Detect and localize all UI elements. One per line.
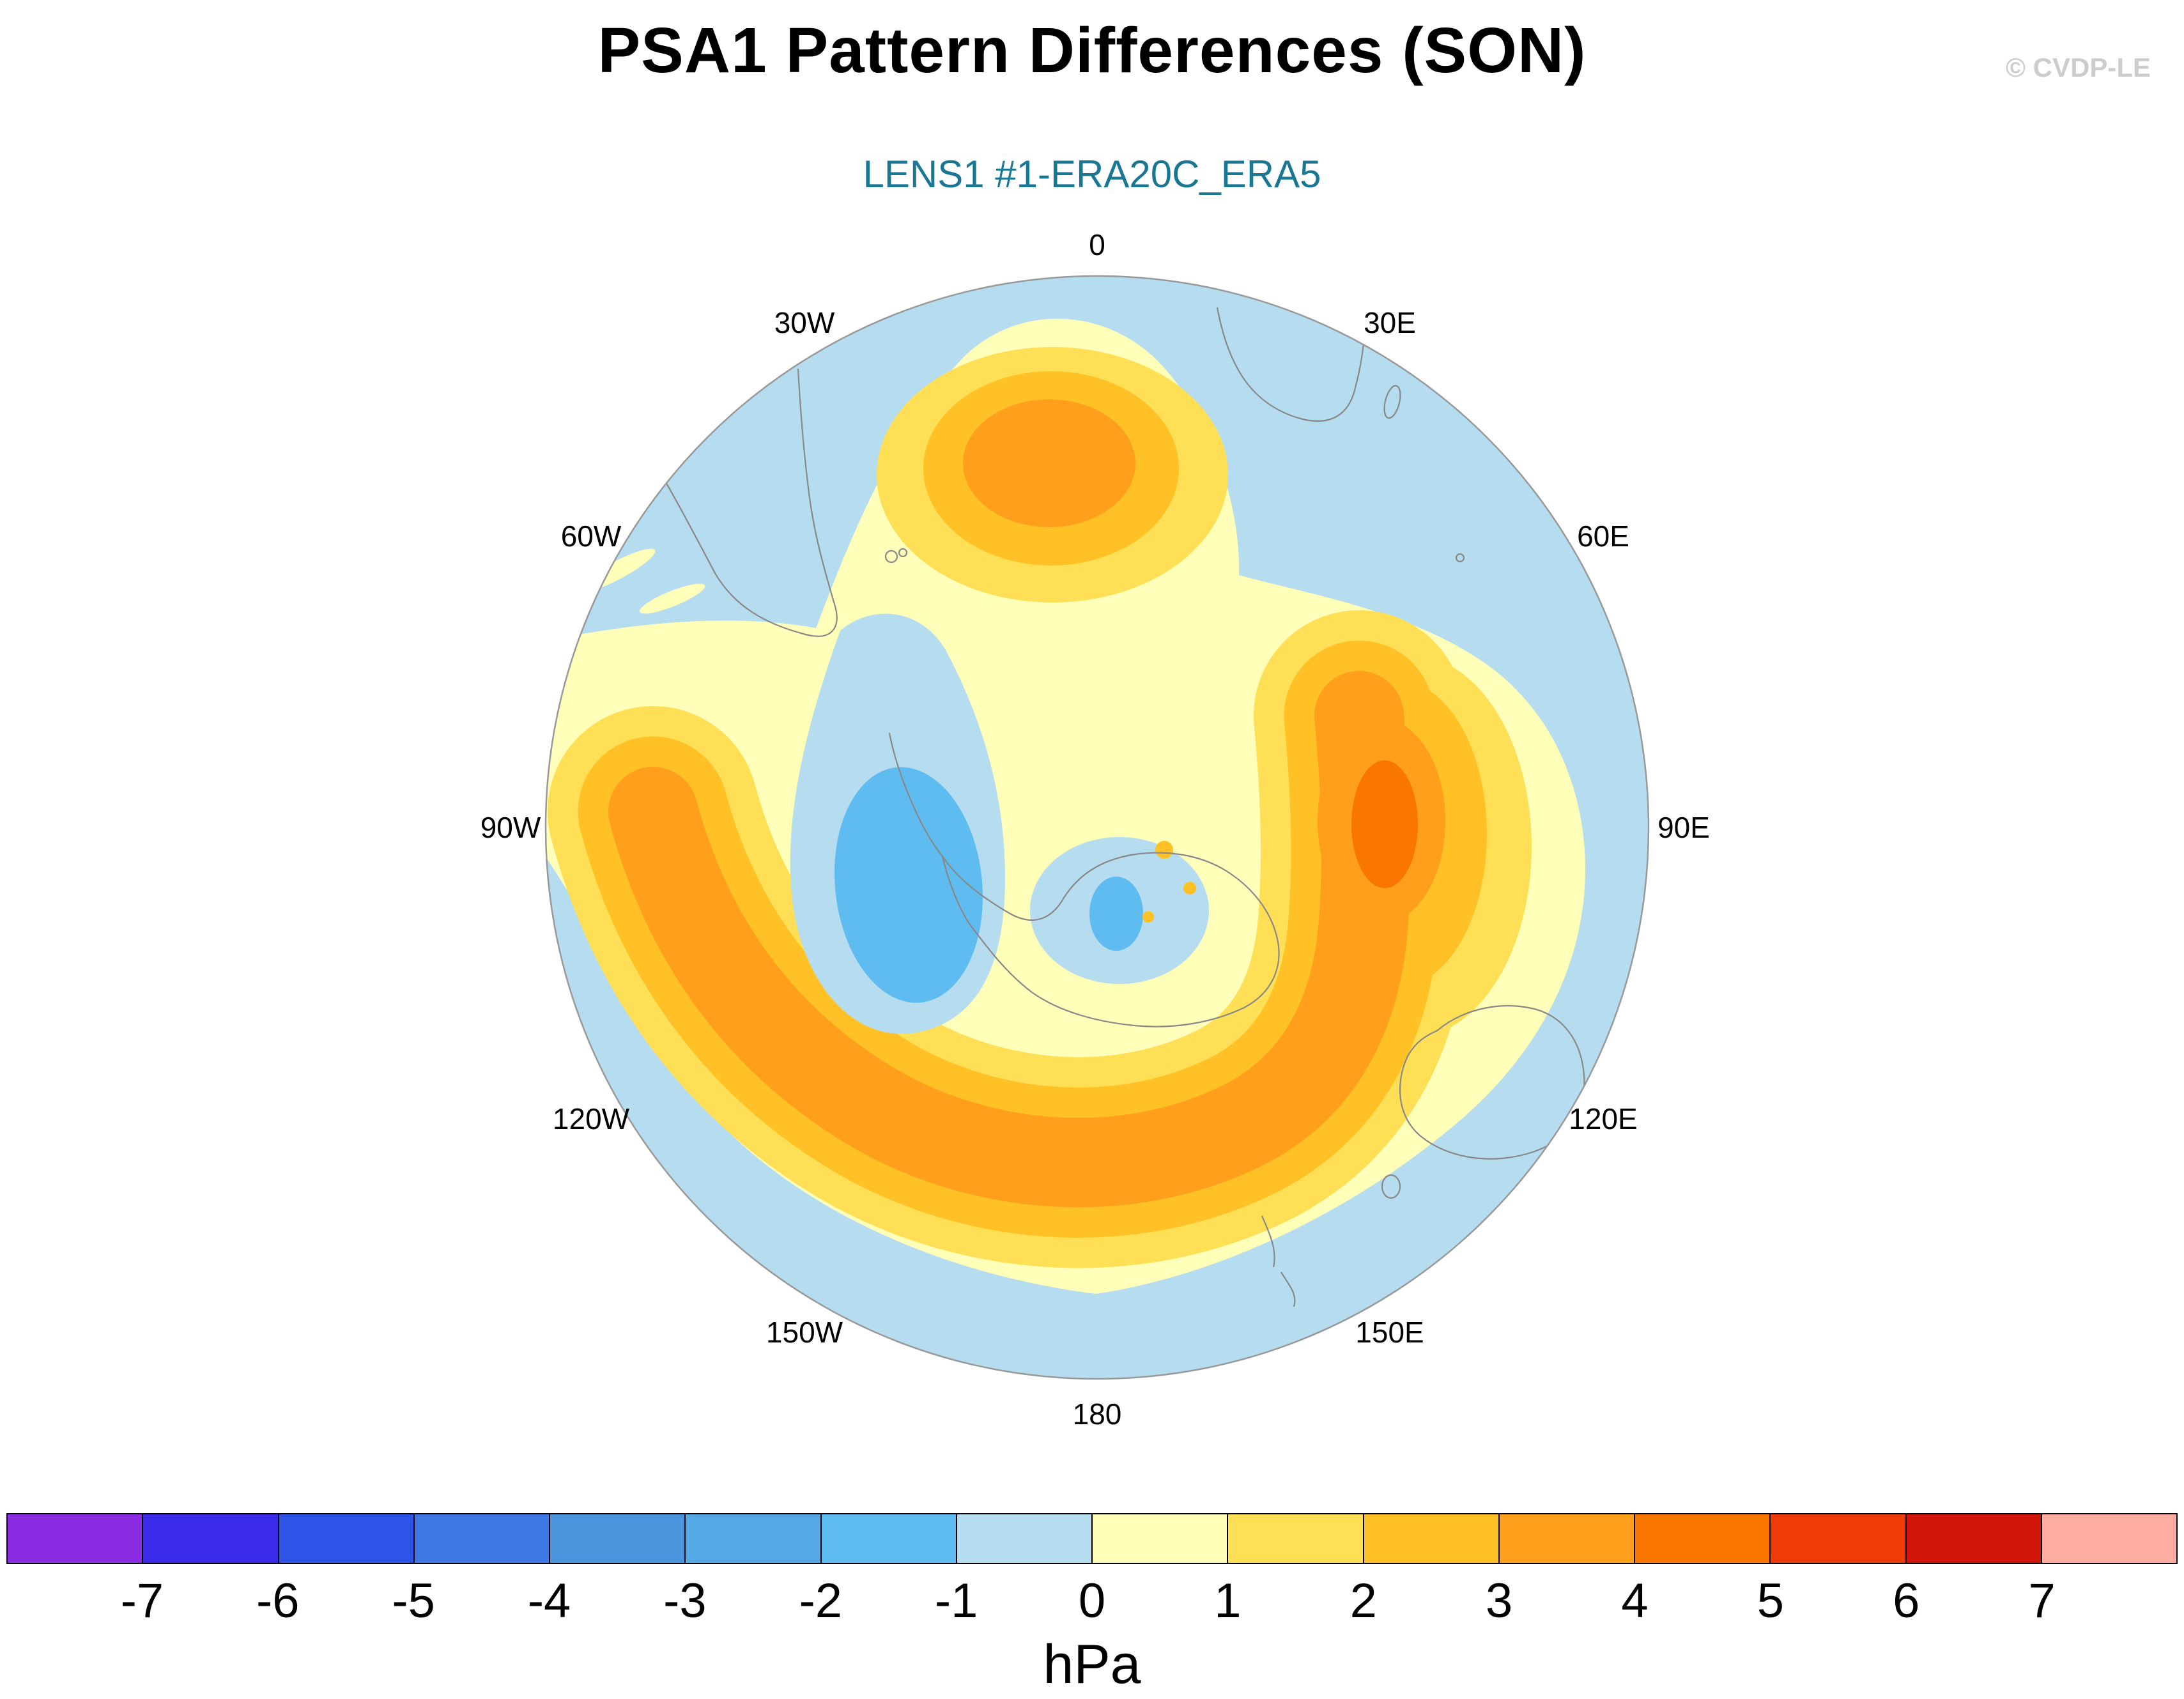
lon-label-90e: 90E xyxy=(1657,811,1710,844)
colorbar-segment xyxy=(1228,1514,1364,1563)
coast-africa xyxy=(1216,307,1365,422)
colorbar xyxy=(6,1513,2178,1564)
coast-island xyxy=(1455,553,1465,563)
colorbar-ticks: -7 -6 -5 -4 -3 -2 -1 0 1 2 3 4 5 6 7 xyxy=(6,1573,2178,1631)
colorbar-unit-label: hPa xyxy=(1043,1634,1141,1695)
panel-subtitle: LENS1 #1-ERA20C_ERA5 xyxy=(863,153,1321,196)
polar-map-panel: 0 30E 60E 90E 120E 150E 180 150W 120W 90… xyxy=(481,228,1710,1431)
colorbar-tick: -3 xyxy=(663,1574,707,1628)
coast-australia xyxy=(1399,1004,1585,1160)
colorbar-tick: 5 xyxy=(1757,1574,1785,1628)
colorbar-segment xyxy=(821,1514,957,1563)
page-title: PSA1 Pattern Differences (SON) xyxy=(597,15,1587,86)
coast-antarctic-peninsula xyxy=(888,732,943,857)
coast-tasmania xyxy=(1381,1174,1401,1199)
coast-falklands xyxy=(884,550,898,564)
lon-label-0: 0 xyxy=(1089,228,1105,261)
watermark-label: © CVDP-LE xyxy=(2006,52,2151,82)
coast-new-zealand xyxy=(1261,1215,1275,1268)
colorbar-tick: -4 xyxy=(527,1574,571,1628)
colorbar-segment xyxy=(8,1514,144,1563)
coastlines xyxy=(635,307,1585,1307)
colorbar-tick: -5 xyxy=(392,1574,435,1628)
coast-antarctica xyxy=(941,852,1280,1027)
contour-4-5-core xyxy=(1351,760,1418,888)
lon-label-180: 180 xyxy=(1072,1397,1122,1431)
colorbar-tick: -7 xyxy=(120,1574,164,1628)
colorbar-segment xyxy=(686,1514,822,1563)
polar-map xyxy=(544,275,1650,1380)
coast-south-america xyxy=(635,368,838,637)
colorbar-segment xyxy=(550,1514,686,1563)
colorbar-segment xyxy=(1635,1514,1771,1563)
colorbar-segment xyxy=(1499,1514,1635,1563)
coast-new-zealand xyxy=(1280,1272,1296,1307)
lon-label-60w: 60W xyxy=(560,519,622,553)
lon-label-90w: 90W xyxy=(480,811,541,844)
colorbar-tick: -1 xyxy=(934,1574,978,1628)
contour-m2-m1-small xyxy=(1089,877,1143,951)
lon-label-30w: 30W xyxy=(774,306,835,339)
contour-field xyxy=(546,276,1649,1379)
contour-0-1-sliver xyxy=(639,583,705,614)
colorbar-segment xyxy=(1364,1514,1500,1563)
lon-label-150w: 150W xyxy=(765,1316,843,1349)
contour-3-4-top xyxy=(963,399,1135,527)
colorbar-tick: 4 xyxy=(1621,1574,1649,1628)
lon-label-120e: 120E xyxy=(1569,1102,1638,1135)
colorbar-segment xyxy=(1093,1514,1229,1563)
map-boundary-circle xyxy=(544,275,1650,1380)
contour-speckles xyxy=(1142,841,1196,923)
lon-label-150e: 150E xyxy=(1355,1316,1424,1349)
colorbar-tick: 3 xyxy=(1485,1574,1513,1628)
colorbar-segment xyxy=(1906,1514,2042,1563)
colorbar-tick: 0 xyxy=(1078,1574,1106,1628)
colorbar-tick: 7 xyxy=(2028,1574,2056,1628)
colorbar-tick: 6 xyxy=(1893,1574,1920,1628)
colorbar-tick: -2 xyxy=(799,1574,843,1628)
colorbar-segment xyxy=(414,1514,550,1563)
colorbar-tick: -6 xyxy=(256,1574,300,1628)
colorbar-tick: 1 xyxy=(1214,1574,1242,1628)
colorbar-segment xyxy=(957,1514,1093,1563)
lon-label-30e: 30E xyxy=(1364,306,1416,339)
contour-m2-m1-main xyxy=(834,767,983,1003)
colorbar-tick: 2 xyxy=(1350,1574,1377,1628)
colorbar-segment xyxy=(1771,1514,1907,1563)
colorbar-segment xyxy=(2042,1514,2176,1563)
coast-madagascar xyxy=(1383,385,1401,419)
lon-label-60e: 60E xyxy=(1577,519,1629,553)
colorbar-segment xyxy=(279,1514,415,1563)
coast-falklands xyxy=(898,548,908,558)
colorbar-segment xyxy=(143,1514,279,1563)
lon-label-120w: 120W xyxy=(552,1102,630,1135)
